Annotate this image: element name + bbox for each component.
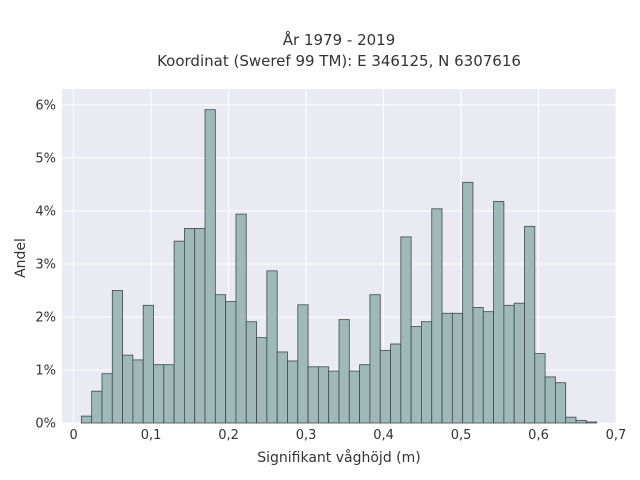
histogram-bar [276, 351, 288, 424]
histogram-bar [575, 419, 587, 424]
x-axis-ticks: 0 0,1 0,2 0,3 0,4 0,5 0,6 0,7 [69, 428, 626, 443]
x-axis-label: Signifikant våghöjd (m) [257, 449, 420, 466]
histogram-bar [328, 370, 340, 424]
histogram-bar [101, 373, 113, 424]
y-tick-label: 3% [35, 257, 56, 272]
histogram-bar [544, 376, 556, 424]
y-axis-label: Andel [13, 238, 29, 278]
histogram-bar [431, 208, 443, 424]
histogram-bar [142, 304, 154, 424]
histogram-bar [348, 370, 361, 424]
histogram-bar [287, 360, 299, 424]
histogram-bar [390, 343, 402, 424]
histogram-bar [194, 228, 206, 424]
histogram-bar [132, 359, 144, 424]
histogram-bar [400, 236, 412, 424]
histogram-bar [421, 321, 433, 424]
histogram-bar [451, 312, 464, 424]
x-tick-label: 0,6 [528, 428, 549, 443]
histogram-bar [163, 364, 175, 424]
histogram-bar [307, 366, 319, 424]
x-tick-label: 0,2 [218, 428, 239, 443]
histogram-bar [462, 181, 474, 424]
y-tick-label: 1% [35, 363, 56, 378]
histogram-bar [379, 349, 391, 424]
histogram-bar [91, 390, 103, 424]
histogram-bar [266, 270, 278, 424]
histogram-bar [235, 213, 247, 424]
x-tick-label: 0,4 [373, 428, 394, 443]
chart-title-line-1: År 1979 - 2019 [283, 30, 396, 49]
histogram-bar [585, 421, 598, 424]
histogram-bar [482, 311, 494, 424]
histogram-bar [369, 294, 381, 424]
x-tick-label: 0,5 [451, 428, 472, 443]
histogram-bar [317, 366, 330, 424]
histogram-bar [472, 307, 484, 424]
histogram-bar [204, 109, 216, 424]
histogram-bar [359, 364, 371, 424]
x-tick-label: 0,7 [606, 428, 627, 443]
y-tick-label: 4% [35, 204, 56, 219]
y-tick-label: 0% [35, 417, 56, 432]
y-axis-ticks: 0% 1% 2% 3% 4% 5% 6% [35, 98, 56, 431]
y-tick-label: 5% [35, 151, 56, 166]
histogram-bar [225, 301, 237, 424]
x-tick-label: 0 [69, 428, 77, 443]
y-tick-label: 2% [35, 310, 56, 325]
x-tick-label: 0,3 [296, 428, 317, 443]
histogram-bar [173, 240, 185, 424]
histogram-bar [245, 321, 257, 424]
histogram-bar [214, 294, 227, 424]
histogram-bar [493, 200, 505, 424]
histogram-bar [503, 304, 515, 424]
histogram-bar [80, 415, 93, 424]
y-tick-label: 6% [35, 98, 56, 113]
histogram-bar [524, 225, 536, 424]
chart-title-line-2: Koordinat (Sweref 99 TM): E 346125, N 63… [157, 52, 521, 70]
histogram-bar [256, 337, 268, 424]
histogram-bar [338, 319, 350, 424]
x-tick-label: 0,1 [141, 428, 162, 443]
histogram-bar [122, 354, 134, 424]
histogram-bar [410, 326, 422, 424]
histogram-bar [555, 382, 567, 424]
histogram-bar [184, 228, 196, 424]
histogram-bar [441, 312, 453, 424]
histogram-bar [565, 416, 577, 424]
histogram-bar [513, 302, 525, 424]
histogram-bar [111, 290, 123, 424]
histogram-bars [80, 109, 598, 424]
histogram-bar [534, 353, 546, 424]
histogram-bar [153, 364, 165, 424]
histogram-bar [297, 304, 309, 424]
